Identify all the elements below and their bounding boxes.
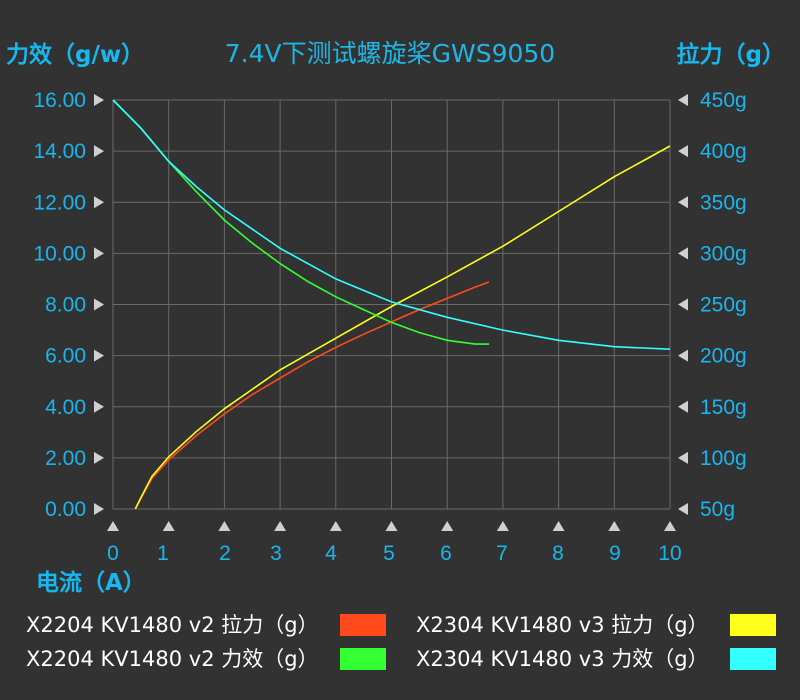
legend-label: X2204 KV1480 v2 拉力（g）	[26, 613, 319, 637]
tick-arrow	[678, 451, 688, 464]
y-right-tick-label: 450g	[700, 89, 747, 112]
x-tick-label: 7	[496, 542, 508, 565]
left-axis: 0.00 2.00 4.00 6.00 8.00 10.00 12.00 14.00 16.00	[33, 89, 104, 521]
horizontal-grid-lines	[113, 99, 670, 510]
left-axis-title: 力效（g/w）	[6, 41, 144, 68]
y-right-tick-label: 50g	[700, 498, 735, 521]
x-tick-label: 4	[325, 542, 337, 565]
tick-arrow	[107, 521, 119, 531]
legend-swatch	[730, 648, 776, 670]
y-left-tick-label: 12.00	[33, 191, 86, 214]
x-tick-label: 2	[219, 542, 231, 565]
x-tick-label: 0	[107, 542, 119, 565]
tick-arrow	[94, 145, 104, 158]
x-tick-label: 5	[383, 542, 395, 565]
tick-arrow	[94, 247, 104, 260]
chart-title: 7.4V下测试螺旋桨GWS9050	[225, 39, 555, 68]
y-right-tick-label: 200g	[700, 345, 747, 368]
tick-arrow	[552, 521, 565, 531]
series-line-x2304-thrust	[134, 145, 671, 510]
x-tick-label: 3	[270, 542, 282, 565]
y-right-tick-label: 300g	[700, 242, 747, 265]
tick-arrow	[94, 349, 104, 362]
tick-arrow	[218, 521, 231, 531]
x-tick-label: 10	[658, 542, 681, 565]
tick-arrow	[162, 521, 175, 531]
tick-arrow	[678, 298, 688, 311]
y-right-tick-label: 100g	[700, 447, 747, 470]
tick-arrow	[678, 94, 688, 106]
y-right-tick-label: 350g	[700, 191, 747, 214]
right-axis-title: 拉力（g）	[677, 41, 785, 68]
legend-item: X2204 KV1480 v2 力效（g）	[26, 647, 386, 671]
series-layer	[112, 99, 671, 510]
y-right-tick-label: 150g	[700, 396, 747, 419]
x-axis-title: 电流（A）	[36, 569, 146, 596]
tick-arrow	[94, 400, 104, 413]
y-left-tick-label: 2.00	[45, 447, 86, 470]
y-left-tick-label: 8.00	[45, 294, 86, 317]
x-tick-label: 6	[440, 542, 452, 565]
y-left-tick-label: 6.00	[45, 345, 86, 368]
legend-item: X2304 KV1480 v3 拉力（g）	[416, 613, 776, 637]
tick-arrow	[94, 94, 104, 106]
legend-label: X2204 KV1480 v2 力效（g）	[26, 647, 319, 671]
tick-arrow	[678, 503, 688, 515]
y-right-tick-label: 400g	[700, 140, 747, 163]
y-right-tick-label: 250g	[700, 294, 747, 317]
x-tick-label: 8	[552, 542, 564, 565]
legend-item: X2204 KV1480 v2 拉力（g）	[26, 613, 386, 637]
y-left-tick-label: 10.00	[33, 242, 86, 265]
series-line-x2204-thrust	[134, 281, 490, 510]
y-left-tick-label: 16.00	[33, 89, 86, 112]
tick-arrow	[678, 145, 688, 158]
grid	[112, 99, 671, 510]
right-axis: 50g 100g 150g 200g 250g 300g 350g 400g 450g	[678, 89, 747, 521]
tick-arrow	[664, 521, 676, 531]
tick-arrow	[441, 521, 454, 531]
tick-arrow	[274, 521, 287, 531]
tick-arrow	[678, 400, 688, 413]
series-line-x2204-efficiency	[112, 99, 489, 345]
y-left-tick-label: 14.00	[33, 140, 86, 163]
legend-swatch	[730, 614, 776, 636]
legend: X2204 KV1480 v2 拉力（g） X2204 KV1480 v2 力效…	[26, 613, 776, 671]
tick-arrow	[496, 521, 509, 531]
tick-arrow	[94, 451, 104, 464]
legend-label: X2304 KV1480 v3 拉力（g）	[416, 613, 709, 637]
tick-arrow	[385, 521, 398, 531]
x-axis: 0 1 2 3 4 5 6 7 8 9 10	[107, 521, 682, 565]
tick-arrow	[678, 247, 688, 260]
legend-swatch	[340, 648, 386, 670]
legend-swatch	[340, 614, 386, 636]
tick-arrow	[329, 521, 342, 531]
tick-arrow	[608, 521, 621, 531]
tick-arrow	[94, 503, 104, 515]
x-tick-label: 9	[609, 542, 621, 565]
tick-arrow	[678, 196, 688, 209]
y-left-tick-label: 4.00	[45, 396, 86, 419]
y-left-tick-label: 0.00	[45, 498, 86, 521]
legend-item: X2304 KV1480 v3 力效（g）	[416, 647, 776, 671]
tick-arrow	[94, 298, 104, 311]
series-line-x2304-efficiency	[112, 99, 671, 350]
x-tick-label: 1	[157, 542, 169, 565]
tick-arrow	[678, 349, 688, 362]
legend-label: X2304 KV1480 v3 力效（g）	[416, 647, 709, 671]
tick-arrow	[94, 196, 104, 209]
